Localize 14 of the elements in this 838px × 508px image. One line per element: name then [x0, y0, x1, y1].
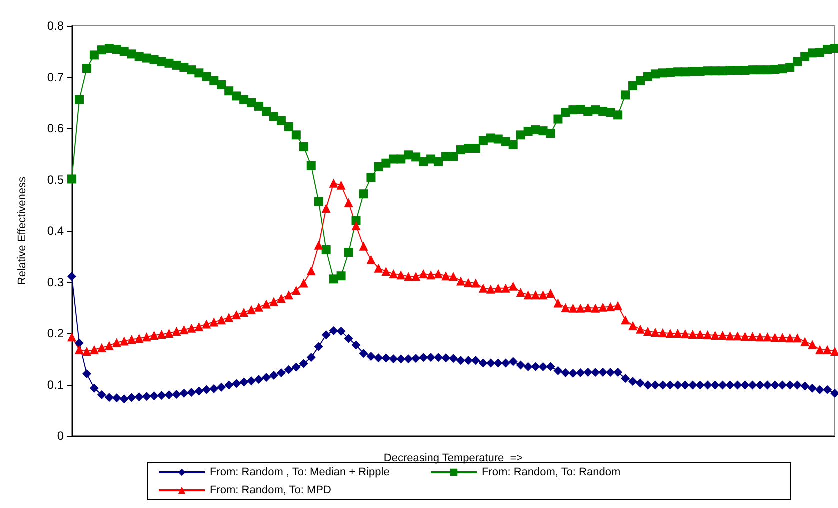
legend-label: From: Random, To: MPD [210, 484, 332, 496]
y-tick-label: 0.3 [47, 275, 64, 290]
x-axis-title: Decreasing Temperature => [384, 452, 524, 464]
y-tick-label: 0.5 [47, 172, 64, 187]
y-tick-label: 0.8 [47, 19, 64, 33]
legend-label: From: Random , To: Median + Ripple [210, 466, 390, 478]
y-tick-label: 0.4 [47, 224, 64, 238]
y-tick-label: 0.1 [47, 378, 64, 392]
y-tick-label: 0.2 [47, 326, 64, 340]
legend-label: From: Random, To: Random [482, 466, 621, 478]
y-axis-title: Relative Effectiveness [16, 176, 28, 286]
y-tick-label: 0.7 [47, 70, 64, 84]
y-tick-label: 0.6 [47, 122, 64, 136]
y-tick-label: 0 [57, 429, 64, 443]
